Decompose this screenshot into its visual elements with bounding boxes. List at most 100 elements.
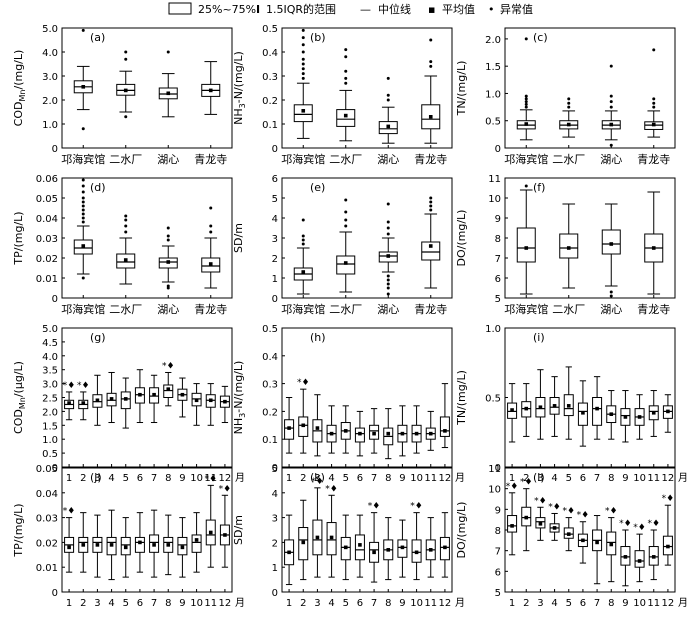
x-tick-label: 7 [371, 473, 377, 484]
x-tick-label: 邛海宾馆 [61, 152, 105, 166]
y-tick-label: 0.03 [36, 234, 58, 245]
x-tick-label: 7 [371, 598, 377, 609]
plot-frame [281, 467, 453, 593]
mean-marker [223, 533, 227, 537]
x-tick-label: 12 [662, 473, 675, 484]
iqr-box [336, 255, 356, 275]
y-axis-label: SD/m [232, 515, 245, 545]
y-tick-label: 1.0 [42, 120, 58, 131]
x-tick-label: 10 [633, 598, 646, 609]
mean-marker [510, 408, 514, 412]
panel-g: (g) 0 0.5 1.0 1.5 2.0 2.5 3.0 3.5 4.0 4.5 5.0 CODMn/… [12, 324, 245, 484]
outlier-point [652, 105, 656, 109]
mean-marker [566, 122, 571, 127]
mean-marker [651, 122, 656, 127]
x-tick-label: 邛海宾馆 [61, 302, 105, 316]
outlier-point [81, 178, 85, 182]
x-tick-label: 10 [190, 598, 203, 609]
legend: 25%~75% I 1.5IQR的范围 — 中位线 ▪ 平均值 • 异常值 [168, 2, 533, 16]
outlier-point [301, 57, 305, 61]
outlier-point [567, 105, 571, 109]
box-邛海宾馆 [293, 218, 313, 295]
y-tick-label: 3.0 [42, 72, 58, 83]
outlier-point [524, 97, 528, 101]
box-4 [326, 405, 337, 454]
y-tick-label: 5 [495, 294, 501, 305]
panel-label: (k) [310, 471, 325, 484]
x-tick-label: 2 [80, 598, 86, 609]
y-tick-label: 1 [272, 563, 278, 574]
x-tick-label: 邛海宾馆 [281, 302, 325, 316]
box-8 [606, 390, 617, 440]
panel-b: (b) 0 0.1 0.2 0.3 0.4 0.5 NH3-N/(mg/L) 邛海宾馆 二水厂 湖心… [232, 24, 453, 166]
mean-marker [358, 543, 362, 547]
box-2 [521, 383, 532, 437]
x-tick-label: 邛海宾馆 [504, 152, 548, 166]
outlier-point [124, 214, 128, 218]
box-12 [439, 512, 450, 578]
mean-marker [81, 244, 86, 248]
mean-marker [138, 540, 142, 545]
box-湖心 [158, 226, 178, 290]
x-tick-label: 7 [594, 598, 600, 609]
y-axis-label: TP/(mg/L) [12, 211, 25, 265]
outlier-point [652, 101, 656, 105]
significance-marker: *♦ [548, 502, 561, 512]
legend-box-label: 25%~75% [198, 3, 256, 16]
iqr-box [592, 397, 603, 426]
box-湖心 [601, 203, 621, 298]
y-axis-label-main: NH [232, 108, 245, 125]
outlier-point [524, 37, 528, 41]
y-tick-label: 5 [495, 588, 501, 599]
outlier-point [524, 184, 528, 188]
outlier-point [81, 196, 85, 200]
y-tick-label: 0.2 [262, 96, 278, 107]
mean-marker [315, 535, 320, 540]
outlier-point [386, 292, 390, 296]
plot-frame [281, 27, 453, 149]
x-unit-label: 月 [455, 597, 465, 609]
outlier-point [609, 100, 613, 104]
x-tick-label: 10 [633, 473, 646, 484]
mean-marker [194, 398, 199, 403]
y-tick-label: 0.1 [262, 435, 278, 446]
outlier-point [81, 28, 85, 32]
y-tick-label: 1.5 [485, 62, 501, 73]
box-12: *♦ [662, 494, 674, 566]
y-tick-label: 0.4 [262, 48, 278, 59]
box-9 [620, 390, 631, 443]
box-12 [439, 383, 450, 449]
y-tick-label: 0 [272, 144, 278, 155]
outlier-point [81, 220, 85, 224]
outlier-point [344, 55, 348, 59]
y-tick-label: 0 [52, 463, 58, 474]
y-axis-label-main: SD/m [232, 223, 245, 253]
mean-marker [223, 399, 227, 404]
box-青龙寺 [421, 196, 441, 289]
y-axis-label: DO/(mg/L) [455, 502, 468, 559]
y-tick-label: 0 [495, 463, 501, 474]
iqr-box [601, 229, 621, 255]
box-3 [92, 514, 103, 578]
outlier-point [301, 76, 305, 80]
y-axis-label-main: NH [232, 418, 245, 435]
box-青龙寺 [201, 206, 221, 289]
x-tick-label: 青龙寺 [194, 303, 227, 316]
y-tick-label: 0 [272, 294, 278, 305]
box-湖心 [378, 202, 398, 296]
y-axis-label: SD/m [232, 223, 245, 253]
outlier-point [81, 212, 85, 216]
box-12 [662, 394, 673, 433]
y-axis-label: CODMn/(mg/L) [12, 50, 27, 127]
box-2 [78, 512, 89, 573]
box-9 [177, 377, 188, 418]
x-tick-label: 2 [300, 473, 306, 484]
y-tick-label: 4 [272, 489, 278, 500]
outlier-point [567, 101, 571, 105]
x-tick-label: 二水厂 [109, 153, 142, 166]
outlier-point [81, 216, 85, 220]
box-二水厂 [559, 97, 579, 138]
y-tick-label: 2.5 [42, 394, 58, 405]
